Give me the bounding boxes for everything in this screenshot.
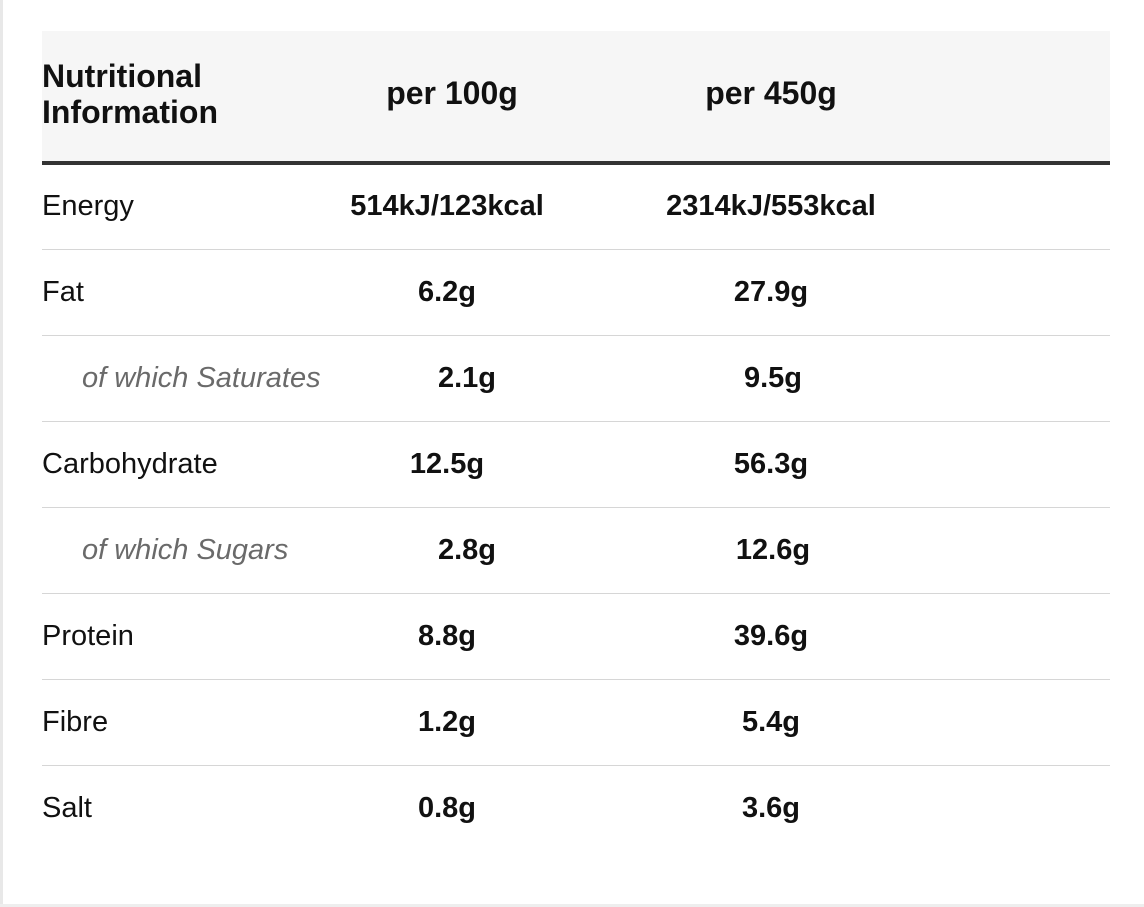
table-row: Salt 0.8g 3.6g [42,765,1110,851]
header-label-line-1: Nutritional [42,58,202,94]
nutrient-name: Carbohydrate [42,421,372,508]
value-per-100g-text: 1.2g [417,705,477,738]
header-label: Nutritional Information [42,31,372,165]
value-per-450g-text: 27.9g [733,275,809,308]
value-per-450g: 2314kJ/553kcal [666,163,1110,250]
value-per-450g-text: 12.6g [735,533,811,566]
value-per-100g: 12.5g [372,421,732,508]
header-per-100g: per 100g [372,31,732,165]
table-row: Energy 514kJ/123kcal 2314kJ/553kcal [42,163,1110,250]
value-per-450g-text: 9.5g [743,361,803,394]
value-per-450g: 39.6g [732,593,1110,680]
value-per-100g-text: 12.5g [409,447,485,480]
nutrient-name: Fibre [42,679,372,766]
value-per-100g-text: 2.1g [437,361,497,394]
table-header: Nutritional Information per 100g per 450… [42,31,1110,165]
page-bottom-border [0,904,1144,907]
header-per-450g-label: per 450g [705,74,837,111]
value-per-450g: 56.3g [732,421,1110,508]
nutrient-name: Energy [42,163,372,250]
value-per-450g: 12.6g [732,507,1110,594]
value-per-100g-text: 6.2g [417,275,477,308]
table-body: Energy 514kJ/123kcal 2314kJ/553kcal Fat … [42,163,1110,851]
nutrient-name: Protein [42,593,372,680]
nutrient-name: of which Sugars [42,507,372,594]
value-per-450g: 5.4g [732,679,1110,766]
table-row: Carbohydrate 12.5g 56.3g [42,421,1110,508]
header-label-line-2: Information [42,94,218,130]
value-per-100g-text: 0.8g [417,791,477,824]
table-row: Fibre 1.2g 5.4g [42,679,1110,766]
value-per-100g: 2.8g [372,507,732,594]
value-per-450g-text: 56.3g [733,447,809,480]
nutrient-name: Salt [42,791,92,824]
header-per-450g: per 450g [705,31,1110,165]
value-per-100g: 6.2g [372,249,732,336]
value-per-450g: 9.5g [732,335,1110,422]
value-per-100g: 1.2g [372,679,732,766]
nutrient-name: Fat [42,249,372,336]
value-per-100g: 0.8g [372,765,732,851]
value-per-450g-text: 39.6g [733,619,809,652]
value-per-450g: 3.6g [732,765,1110,851]
value-per-450g-text: 3.6g [741,791,801,824]
header-per-100g-label: per 100g [386,74,518,111]
nutrient-name: of which Saturates [42,335,372,422]
value-per-100g-text: 2.8g [437,533,497,566]
table-row-sub: of which Saturates 2.1g 9.5g [42,335,1110,422]
value-per-100g: 2.1g [372,335,732,422]
value-per-450g-text: 2314kJ/553kcal [666,190,876,223]
value-per-100g-text: 514kJ/123kcal [350,190,544,223]
value-per-100g: 8.8g [372,593,732,680]
value-per-450g-text: 5.4g [741,705,801,738]
header-row: Nutritional Information per 100g per 450… [42,31,1110,165]
page-left-border [0,0,3,907]
nutrition-table: Nutritional Information per 100g per 450… [42,31,1110,851]
value-per-450g: 27.9g [732,249,1110,336]
table-row: Fat 6.2g 27.9g [42,249,1110,336]
table-row-sub: of which Sugars 2.8g 12.6g [42,507,1110,594]
table-row: Protein 8.8g 39.6g [42,593,1110,680]
value-per-100g-text: 8.8g [417,619,477,652]
value-per-100g: 514kJ/123kcal [350,163,732,250]
